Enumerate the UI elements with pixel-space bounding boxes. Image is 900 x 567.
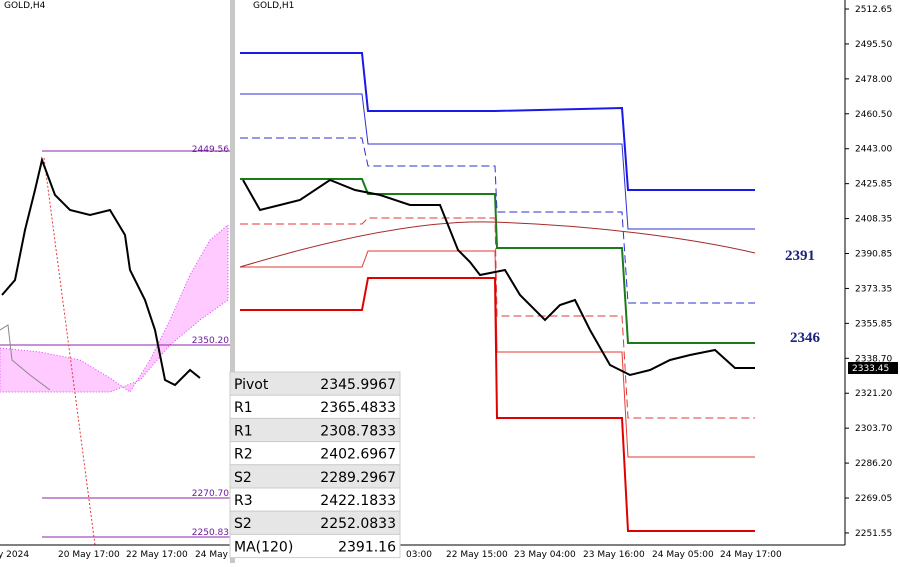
s1-line bbox=[240, 217, 755, 419]
row-value: 2422.1833 bbox=[320, 493, 396, 509]
r1-line bbox=[240, 137, 755, 304]
price-label: 2251.55 bbox=[855, 529, 892, 539]
symbol: GOLD,H1 bbox=[253, 1, 294, 11]
pivot-table: Pivot 2345.9967 R1 2365.4833 R1 2308.7833 R2 24… bbox=[229, 371, 401, 559]
indicator-line bbox=[0, 324, 51, 391]
row-label: S2 bbox=[234, 470, 252, 486]
time-label: 03:00 bbox=[406, 550, 432, 560]
row-label: MA(120) bbox=[234, 539, 293, 555]
price-label: 2355.85 bbox=[855, 319, 892, 329]
time-label: 22 May 17:00 bbox=[126, 550, 188, 560]
r2-line bbox=[240, 93, 755, 230]
row-value: 2391.16 bbox=[338, 539, 396, 555]
price-label: 2408.35 bbox=[855, 215, 892, 225]
time-label: 24 May 10 bbox=[195, 550, 243, 560]
row-value: 2365.4833 bbox=[320, 400, 396, 416]
price-label: 2460.50 bbox=[855, 110, 892, 120]
price-label: 2321.20 bbox=[855, 389, 892, 399]
time-label: y 2024 bbox=[0, 550, 29, 560]
row-label: R2 bbox=[234, 447, 253, 463]
annotation: 2346 bbox=[790, 330, 821, 346]
right-chart: GOLD,H1 2391 2346 bbox=[239, 1, 821, 532]
time-label: 20 May 17:00 bbox=[58, 550, 120, 560]
time-label: 23 May 04:00 bbox=[514, 550, 576, 560]
left-chart: GOLD,H4 bbox=[0, 1, 230, 546]
pivot-line bbox=[240, 178, 755, 344]
price-label: 2286.20 bbox=[855, 459, 892, 469]
level-label: 2350.20 bbox=[192, 336, 229, 346]
price-label: 2338.70 bbox=[855, 354, 892, 364]
row-label: R1 bbox=[234, 400, 253, 416]
divider bbox=[230, 0, 235, 563]
level-label: 2250.83 bbox=[192, 528, 229, 538]
current-price: 2333.45 bbox=[852, 364, 889, 374]
current-price-box bbox=[848, 362, 898, 374]
time-label: 24 May 17:00 bbox=[720, 550, 782, 560]
price-label: 2512.65 bbox=[855, 5, 892, 15]
price-line bbox=[242, 178, 755, 377]
price-label: 2390.85 bbox=[855, 250, 892, 260]
row-value: 2289.2967 bbox=[320, 470, 396, 486]
time-label: 22 May 15:00 bbox=[446, 550, 508, 560]
time-label: 23 May 16:00 bbox=[583, 550, 645, 560]
price-label: 2269.05 bbox=[855, 494, 892, 504]
row-value: 2402.6967 bbox=[320, 447, 396, 463]
row-value: 2308.7833 bbox=[320, 423, 396, 439]
price-label: 2303.70 bbox=[855, 424, 892, 434]
level-label: 2270.70 bbox=[192, 489, 229, 499]
trend-line bbox=[43, 157, 96, 546]
row-value: 2252.0833 bbox=[320, 516, 396, 532]
price-label: 2373.35 bbox=[855, 284, 892, 294]
s3-line bbox=[240, 277, 755, 532]
row-label: S2 bbox=[234, 516, 252, 532]
ma-line bbox=[239, 221, 756, 268]
price-label: 2443.00 bbox=[855, 145, 892, 155]
cloud bbox=[0, 223, 229, 393]
row-label: Pivot bbox=[234, 377, 269, 393]
price-line bbox=[1, 156, 201, 387]
time-label: 24 May 05:00 bbox=[652, 550, 714, 560]
symbol: GOLD,H4 bbox=[4, 1, 46, 11]
price-label: 2495.50 bbox=[855, 40, 892, 50]
level-label: 2449.56 bbox=[192, 145, 229, 155]
table-row bbox=[229, 533, 401, 559]
annotation: 2391 bbox=[785, 248, 815, 264]
r3-line bbox=[240, 52, 755, 191]
row-label: R1 bbox=[234, 423, 253, 439]
row-value: 2345.9967 bbox=[320, 377, 396, 393]
price-label: 2478.00 bbox=[855, 75, 892, 85]
price-label: 2425.85 bbox=[855, 180, 892, 190]
row-label: R3 bbox=[234, 493, 253, 509]
